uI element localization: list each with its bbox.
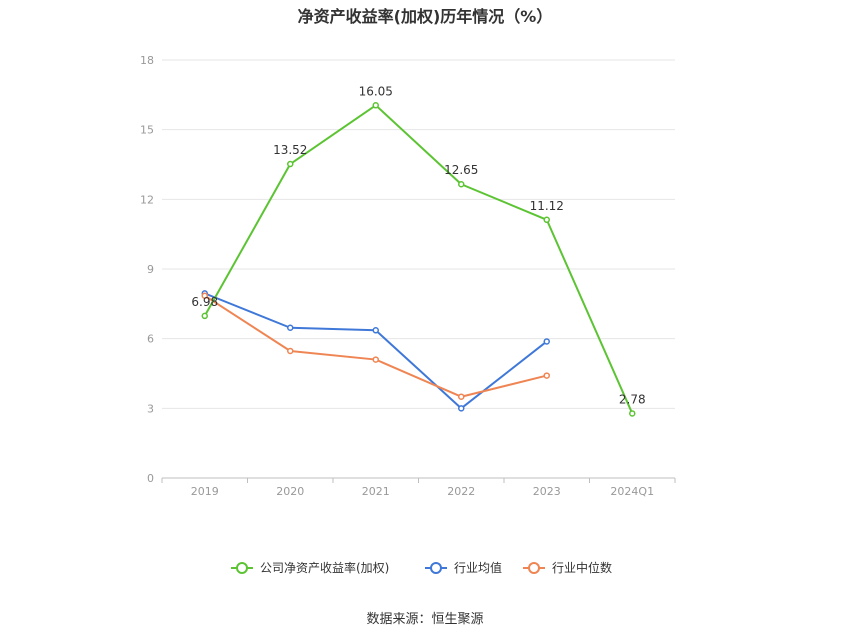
y-tick-label: 6 xyxy=(147,333,154,346)
data-point xyxy=(543,372,550,379)
y-tick-label: 3 xyxy=(147,402,154,415)
y-tick-label: 18 xyxy=(140,54,154,67)
data-point xyxy=(287,160,294,168)
data-label: 13.52 xyxy=(273,143,307,157)
data-label: 12.65 xyxy=(444,163,478,177)
x-tick-label: 2024Q1 xyxy=(610,485,654,498)
legend: 公司净资产收益率(加权) 行业均值 行业中位数 xyxy=(231,560,612,575)
x-tick-label: 2022 xyxy=(447,485,475,498)
series-line xyxy=(203,104,634,414)
data-labels: 6.98 13.52 16.05 12.65 11.12 2.78 xyxy=(191,84,645,406)
legend-label: 行业均值 xyxy=(454,560,502,575)
legend-item: 公司净资产收益率(加权) xyxy=(231,560,389,575)
series-lines xyxy=(201,102,636,417)
data-point xyxy=(458,393,465,400)
x-tick-label: 2023 xyxy=(533,485,561,498)
data-point xyxy=(287,347,294,355)
chart-title: 净资产收益率(加权)历年情况（%） xyxy=(297,7,553,26)
x-tick-label: 2019 xyxy=(191,485,219,498)
data-point xyxy=(372,356,379,363)
legend-item: 行业中位数 xyxy=(523,560,612,575)
data-point xyxy=(201,292,208,299)
legend-item: 行业均值 xyxy=(425,560,502,575)
data-label: 6.98 xyxy=(191,295,218,309)
data-point xyxy=(458,180,465,188)
grid-lines xyxy=(162,59,675,409)
legend-label: 公司净资产收益率(加权) xyxy=(260,560,389,575)
x-tick-label: 2021 xyxy=(362,485,390,498)
source-note: 数据来源：恒生聚源 xyxy=(366,612,484,627)
series-line xyxy=(204,292,548,410)
y-tick-label: 0 xyxy=(147,472,154,485)
axes: 0 3 6 9 12 15 18 2019 2020 2021 2022 2023 2024Q1 xyxy=(140,54,676,498)
data-point xyxy=(287,324,294,332)
x-tick-label: 2020 xyxy=(276,485,304,498)
data-point xyxy=(201,312,208,320)
legend-marker-icon xyxy=(236,562,248,574)
data-point xyxy=(458,405,465,412)
legend-marker-icon xyxy=(528,562,540,574)
legend-label: 行业中位数 xyxy=(552,560,612,575)
data-point xyxy=(372,327,379,334)
y-tick-label: 12 xyxy=(140,193,154,206)
data-label: 11.12 xyxy=(530,199,564,213)
data-point xyxy=(543,338,550,345)
data-point xyxy=(543,216,550,224)
data-label: 2.78 xyxy=(619,392,646,406)
y-tick-label: 15 xyxy=(140,124,154,137)
data-point xyxy=(372,102,379,109)
y-tick-label: 9 xyxy=(147,263,154,276)
data-point xyxy=(629,410,636,417)
data-label: 16.05 xyxy=(359,84,393,98)
legend-marker-icon xyxy=(430,562,442,574)
